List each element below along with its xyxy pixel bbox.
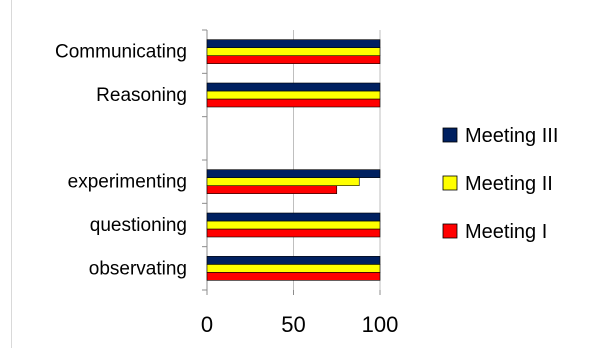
x-tick-label: 50 — [281, 312, 305, 337]
category-label: experimenting — [68, 172, 187, 193]
legend-label: Meeting I — [465, 221, 547, 243]
category-label: observating — [89, 258, 187, 279]
bar-meeting-i — [206, 98, 381, 108]
x-tick-label: 0 — [201, 312, 213, 337]
bar-meeting-ii — [206, 264, 381, 273]
x-tick-label: 100 — [362, 312, 399, 337]
category-label: Reasoning — [96, 85, 187, 106]
category-label: questioning — [90, 215, 187, 236]
legend-label: Meeting II — [465, 173, 553, 195]
bar-meeting-iii — [206, 256, 381, 265]
bar-meeting-i — [206, 185, 338, 194]
legend-swatch — [442, 175, 458, 191]
bar-meeting-ii — [206, 220, 381, 230]
bar-meeting-ii — [206, 90, 381, 100]
category-label: Communicating — [55, 42, 187, 63]
legend-swatch — [442, 223, 458, 239]
bar-meeting-i — [206, 228, 381, 238]
bar-meeting-ii — [206, 177, 360, 186]
frame-edge — [11, 0, 12, 348]
legend-label: Meeting III — [465, 125, 558, 147]
bar-meeting-i — [206, 55, 381, 64]
bar-meeting-iii — [206, 212, 381, 222]
bar-meeting-iii — [206, 169, 381, 178]
legend-swatch — [442, 127, 458, 143]
bar-meeting-iii — [206, 82, 381, 92]
bar-meeting-i — [206, 272, 381, 281]
bar-meeting-ii — [206, 47, 381, 56]
bar-meeting-iii — [206, 39, 381, 48]
